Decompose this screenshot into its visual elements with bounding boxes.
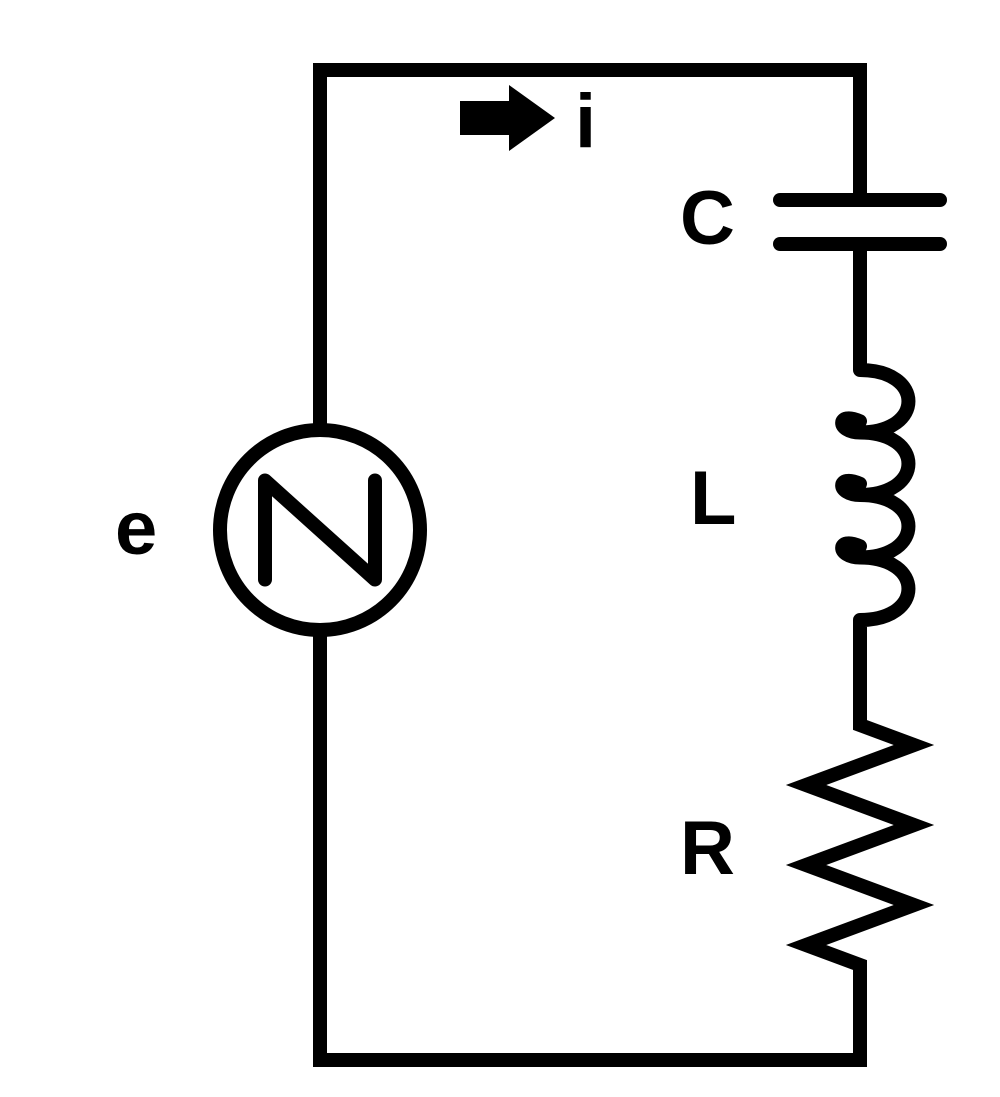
inductor-label: L [690,455,736,542]
capacitor-label: C [680,175,735,262]
source-label: e [115,485,157,572]
resistor-label: R [680,805,735,892]
current-label: i [575,78,596,165]
